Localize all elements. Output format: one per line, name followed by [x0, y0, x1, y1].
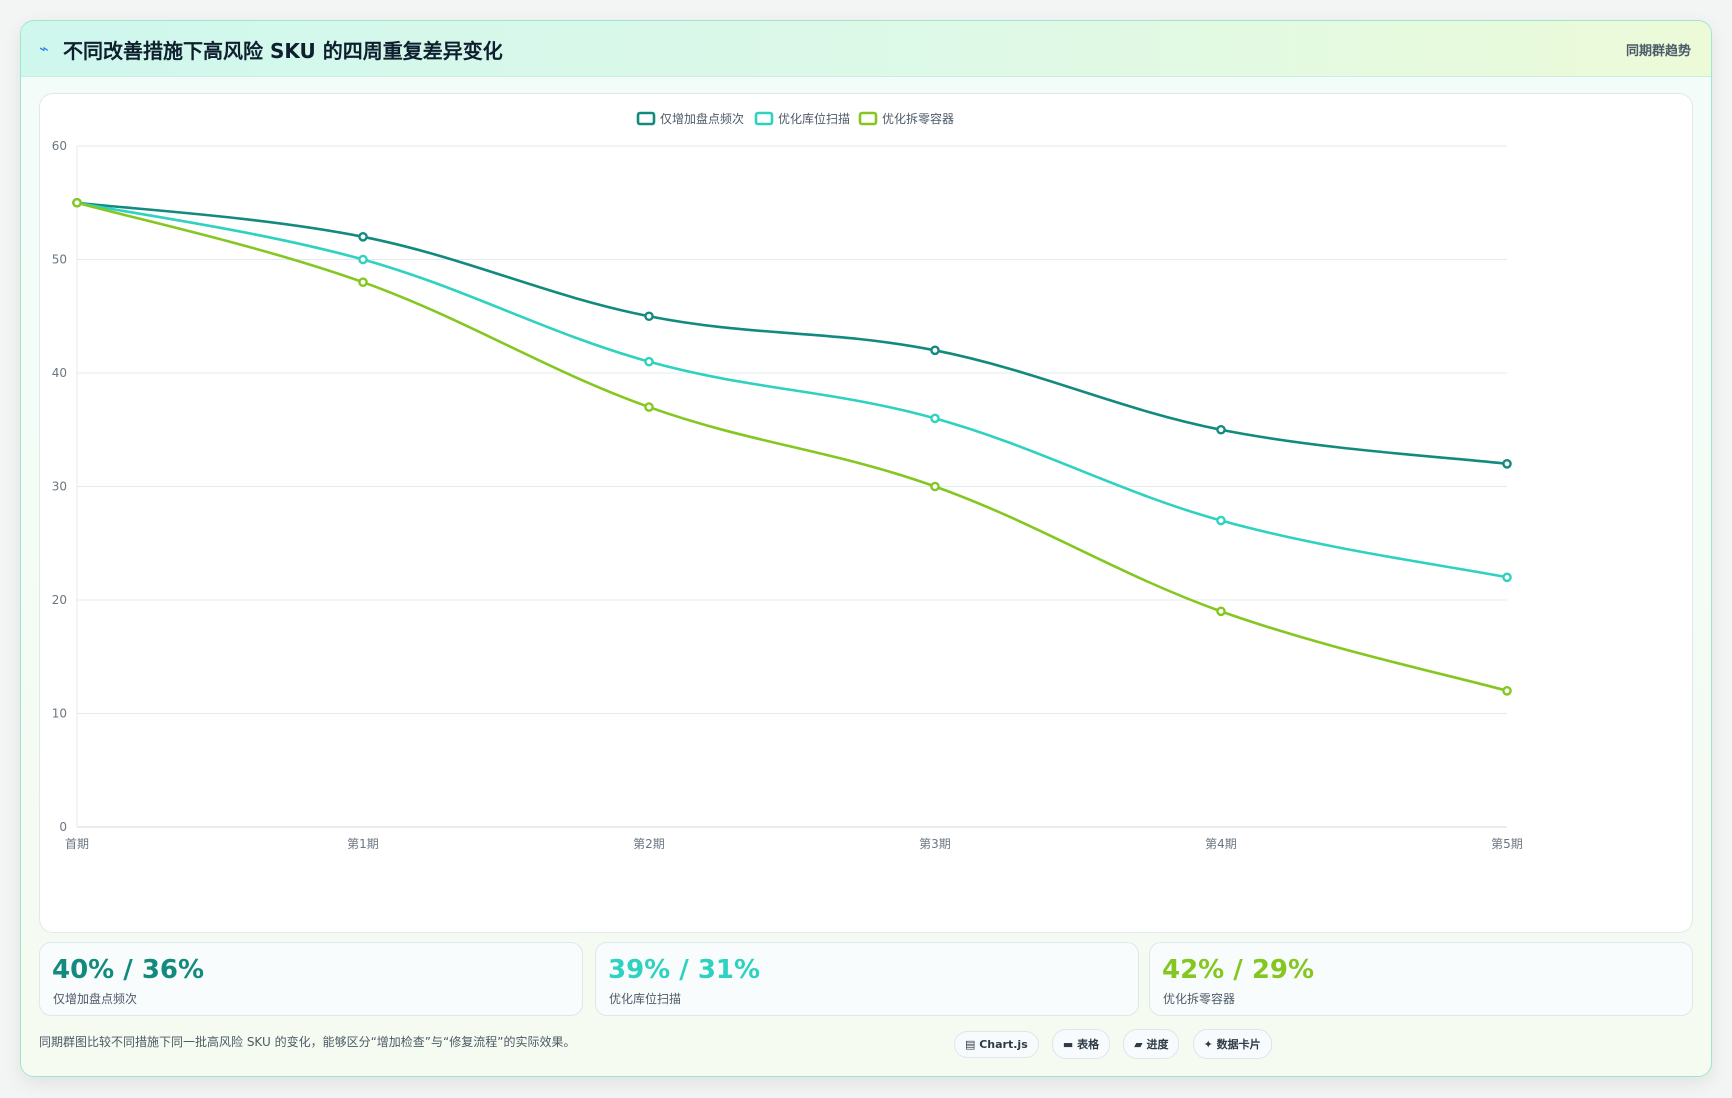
footnote: 同期群图比较不同措施下同一批高风险 SKU 的变化，能够区分“增加检查”与“修复… [39, 1035, 576, 1049]
stat-value: 39% / 31% [608, 955, 761, 985]
data-point [930, 413, 940, 424]
stat-label: 仅增加盘点频次 [53, 992, 138, 1006]
chip-table[interactable]: ▬ 表格 [1051, 1029, 1111, 1059]
legend-label: 优化拆零容器 [882, 111, 954, 126]
chart-icon: ▤ [965, 1038, 980, 1051]
x-tick-label: 第5期 [1491, 837, 1523, 851]
stat-card-2: 39% / 31% 优化库位扫描 [595, 942, 1139, 1016]
stat-label: 优化库位扫描 [609, 992, 682, 1006]
series-line [76, 201, 1508, 693]
table-icon: ▬ [1062, 1038, 1078, 1051]
x-tick-label: 第1期 [347, 837, 379, 851]
feature-chips: ▤ Chart.js ▬ 表格 ▰ 进度 ✦ 数据卡片 [954, 1029, 1280, 1059]
card-header: ⌁ 不同改善措施下高风险 SKU 的四周重复差异变化 同期群趋势 [21, 21, 1711, 77]
legend-swatch [858, 111, 878, 126]
x-tick-label: 第3期 [919, 837, 951, 851]
stat-label: 优化拆零容器 [1163, 992, 1236, 1006]
chip-label: 表格 [1077, 1038, 1100, 1051]
y-tick-label: 30 [52, 480, 67, 494]
chip-label: 数据卡片 [1216, 1038, 1261, 1051]
chip-data-card[interactable]: ✦ 数据卡片 [1192, 1029, 1272, 1059]
y-tick-label: 60 [52, 139, 67, 153]
chip-label: Chart.js [979, 1038, 1028, 1051]
progress-icon: ▰ [1134, 1038, 1147, 1051]
data-point [930, 481, 940, 492]
y-tick-label: 0 [59, 820, 67, 834]
data-point [644, 356, 654, 367]
y-tick-label: 20 [52, 593, 67, 607]
header-tag: 同期群趋势 [1625, 44, 1691, 59]
y-tick-label: 40 [52, 366, 67, 380]
chart-title: 不同改善措施下高风险 SKU 的四周重复差异变化 [63, 39, 503, 63]
stat-value: 42% / 29% [1162, 955, 1315, 985]
chart-card: ⌁ 不同改善措施下高风险 SKU 的四周重复差异变化 同期群趋势 0 10 20 30… [20, 20, 1712, 1077]
x-tick-label: 第2期 [633, 837, 665, 851]
legend-swatch [636, 111, 656, 126]
y-tick-label: 50 [52, 253, 67, 267]
stat-value: 40% / 36% [52, 955, 205, 985]
data-point [1216, 515, 1226, 526]
data-point [930, 345, 940, 356]
data-point [1216, 606, 1226, 617]
chip-progress[interactable]: ▰ 进度 [1123, 1029, 1180, 1059]
y-tick-label: 10 [52, 707, 67, 721]
x-tick-label: 首期 [65, 837, 89, 851]
data-point [358, 254, 368, 265]
x-tick-label: 第4期 [1205, 837, 1237, 851]
data-point [1216, 424, 1226, 435]
line-chart: 0 10 20 30 40 50 60 首期 第1期 第2期 第3期 第4期 第5期 仅增加盘点频次 优化库… [52, 111, 1523, 851]
data-point [644, 402, 654, 412]
chip-label: 进度 [1146, 1038, 1169, 1051]
data-point [1502, 572, 1512, 583]
data-point [358, 277, 368, 287]
data-point [358, 231, 368, 242]
data-point [1502, 686, 1512, 696]
stat-card-1: 40% / 36% 仅增加盘点频次 [39, 942, 583, 1016]
legend-label: 仅增加盘点频次 [660, 111, 744, 126]
series-line [76, 201, 1508, 579]
data-point [1502, 458, 1512, 469]
data-point [644, 311, 654, 322]
data-point [72, 197, 82, 208]
chart-panel: 0 10 20 30 40 50 60 首期 第1期 第2期 第3期 第4期 第5期 仅增加盘点频次 优化库… [39, 93, 1693, 933]
card-icon: ✦ [1203, 1038, 1217, 1051]
trend-line-icon: ⌁ [39, 39, 49, 58]
chip-chartjs[interactable]: ▤ Chart.js [954, 1031, 1039, 1058]
series-line [76, 201, 1508, 466]
legend-swatch [754, 111, 774, 126]
stat-card-3: 42% / 29% 优化拆零容器 [1149, 942, 1693, 1016]
stat-cards: 40% / 36% 仅增加盘点频次 39% / 31% 优化库位扫描 42% /… [39, 942, 1693, 1016]
legend-label: 优化库位扫描 [778, 111, 850, 126]
